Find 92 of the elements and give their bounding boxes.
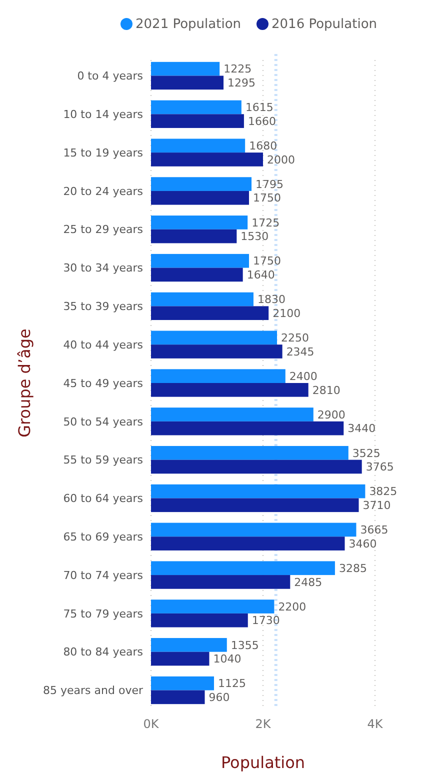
- data-label: 1040: [213, 652, 242, 666]
- bar: [151, 62, 220, 76]
- y-tick-label: 25 to 29 years: [63, 223, 144, 236]
- bar: [151, 652, 210, 666]
- y-tick-label: 85 years and over: [43, 684, 144, 698]
- bar: [151, 114, 244, 128]
- legend-label: 2016 Population: [272, 17, 378, 32]
- bar: [151, 216, 248, 230]
- y-tick-label: 40 to 44 years: [63, 338, 144, 352]
- y-tick-label: 80 to 84 years: [63, 646, 144, 659]
- y-tick-label: 75 to 79 years: [63, 607, 144, 620]
- x-tick-label: 4K: [367, 717, 384, 731]
- bar: [151, 498, 359, 512]
- bar: [151, 690, 205, 704]
- data-label: 1530: [240, 230, 269, 244]
- x-axis-title: Population: [220, 753, 306, 772]
- legend-label: 2021 Population: [136, 17, 242, 32]
- data-label: 1355: [230, 638, 259, 652]
- bar: [151, 292, 254, 306]
- bar: [151, 76, 224, 90]
- bar: [151, 138, 246, 153]
- data-label: 3665: [360, 524, 388, 537]
- bar: [151, 369, 286, 383]
- data-label: 2000: [267, 153, 295, 166]
- data-label: 2485: [294, 576, 322, 589]
- data-label: 1750: [253, 192, 281, 205]
- data-label: 960: [208, 691, 230, 704]
- bar: [151, 676, 214, 690]
- bar: [151, 421, 344, 436]
- y-tick-label: 0 to 4 years: [77, 70, 144, 83]
- data-label: 2200: [278, 600, 306, 614]
- bar: [151, 460, 362, 474]
- data-label: 1615: [245, 101, 274, 114]
- data-label: 3525: [352, 446, 380, 460]
- y-tick-label: 35 to 39 years: [63, 300, 144, 314]
- data-label: 1750: [253, 254, 281, 268]
- data-label: 1125: [218, 677, 246, 690]
- data-label: 3440: [348, 422, 376, 436]
- data-label: 3285: [338, 562, 367, 575]
- y-tick-label: 15 to 19 years: [63, 146, 144, 160]
- data-label: 1680: [249, 139, 278, 152]
- bar: [151, 638, 227, 652]
- data-label: 1295: [228, 76, 256, 90]
- data-label: 3825: [369, 485, 398, 498]
- bar: [151, 306, 269, 320]
- bar: [151, 446, 348, 460]
- bar: [151, 254, 249, 268]
- data-label: 1830: [257, 293, 286, 306]
- x-tick-label: 2K: [255, 717, 272, 731]
- bar: [151, 383, 308, 397]
- bar: [151, 613, 248, 628]
- data-label: 1725: [252, 216, 280, 230]
- bar: [151, 408, 314, 422]
- bar: [151, 229, 237, 244]
- data-label: 1795: [256, 178, 284, 191]
- bar: [151, 268, 243, 282]
- data-label: 2100: [272, 306, 301, 320]
- y-tick-label: 70 to 74 years: [63, 568, 144, 582]
- data-label: 1730: [252, 614, 280, 628]
- bar: [151, 152, 263, 166]
- y-tick-label: 10 to 14 years: [63, 108, 144, 122]
- y-tick-label: 45 to 49 years: [63, 376, 144, 390]
- bar: [151, 330, 277, 345]
- data-label: 3765: [366, 460, 394, 474]
- bar: [151, 100, 242, 114]
- data-label: 1225: [224, 62, 252, 76]
- data-label: 1640: [246, 268, 275, 282]
- data-label: 2810: [312, 384, 340, 397]
- data-label: 2250: [281, 332, 309, 345]
- x-tick-label: 0K: [143, 717, 160, 731]
- bar: [151, 522, 356, 537]
- bar: [151, 344, 282, 358]
- y-axis-title: Groupe d’âge: [15, 328, 34, 438]
- bar: [151, 177, 252, 191]
- data-label: 3710: [362, 498, 391, 512]
- bar: [151, 600, 274, 614]
- data-label: 3460: [348, 537, 377, 550]
- data-label: 2400: [289, 370, 318, 383]
- y-tick-label: 30 to 34 years: [63, 262, 144, 275]
- y-tick-label: 20 to 24 years: [63, 184, 144, 198]
- bar: [151, 561, 335, 576]
- y-tick-label: 65 to 69 years: [63, 530, 144, 544]
- y-tick-label: 55 to 59 years: [63, 454, 144, 467]
- bar: [151, 575, 290, 589]
- bar: [151, 190, 249, 205]
- bar: [151, 484, 366, 498]
- data-label: 1660: [248, 114, 276, 128]
- bar: [151, 536, 345, 550]
- data-label: 2345: [286, 345, 314, 358]
- data-label: 2900: [317, 408, 346, 422]
- y-tick-label: 60 to 64 years: [63, 492, 144, 506]
- y-tick-label: 50 to 54 years: [63, 415, 144, 428]
